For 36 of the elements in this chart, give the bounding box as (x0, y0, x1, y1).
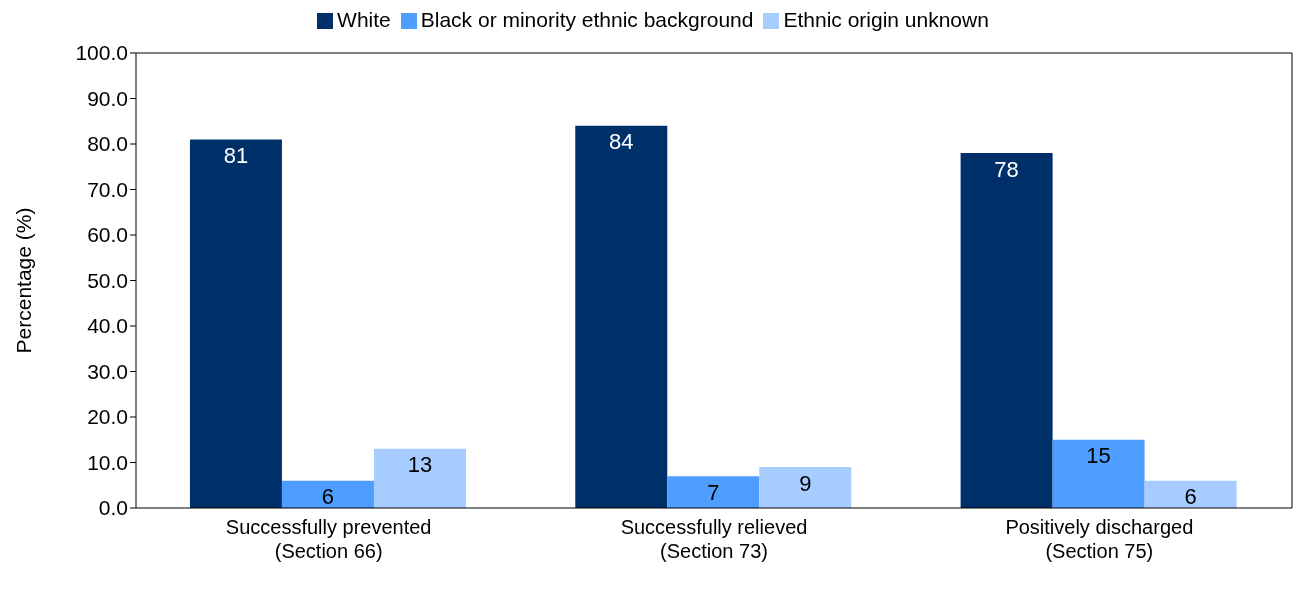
bar (575, 125, 668, 508)
legend-label: Ethnic origin unknown (783, 8, 989, 31)
bar (281, 480, 374, 508)
data-label: 6 (321, 484, 335, 510)
y-tick-label: 10.0 (87, 450, 128, 474)
data-label: 9 (799, 470, 812, 496)
data-label: 81 (223, 143, 249, 169)
legend-label: White (337, 8, 391, 31)
x-tick-label: Positively discharged (Section 75) (1005, 516, 1194, 562)
y-axis-title: Percentage (%) (12, 207, 36, 354)
y-tick-label: 0.0 (98, 496, 128, 520)
y-tick-label: 70.0 (87, 177, 128, 201)
data-label: 84 (609, 129, 634, 155)
legend-label: Black or minority ethnic background (420, 8, 754, 31)
y-tick-label: 50.0 (87, 268, 128, 292)
bar (667, 476, 760, 508)
y-tick-label: 100.0 (75, 41, 128, 65)
data-label: 13 (407, 452, 433, 478)
bar (1144, 480, 1237, 508)
data-label: 7 (707, 479, 720, 505)
x-tick-label: Successfully relieved (Section 73) (620, 516, 808, 562)
y-tick-label: 60.0 (87, 223, 128, 247)
y-tick-label: 20.0 (87, 405, 128, 429)
y-tick-label: 40.0 (87, 314, 128, 338)
y-tick-label: 90.0 (87, 86, 128, 110)
bar (1052, 439, 1145, 508)
x-tick-label: Successfully prevented (Section 66) (225, 516, 432, 562)
data-label: 6 (1184, 484, 1197, 510)
data-label: 78 (994, 156, 1019, 182)
bar (373, 448, 466, 508)
bar (759, 467, 852, 508)
bar (189, 139, 282, 508)
y-tick-label: 80.0 (87, 132, 128, 156)
bar (960, 153, 1053, 508)
y-tick-label: 30.0 (87, 359, 128, 383)
data-label: 15 (1086, 443, 1111, 469)
